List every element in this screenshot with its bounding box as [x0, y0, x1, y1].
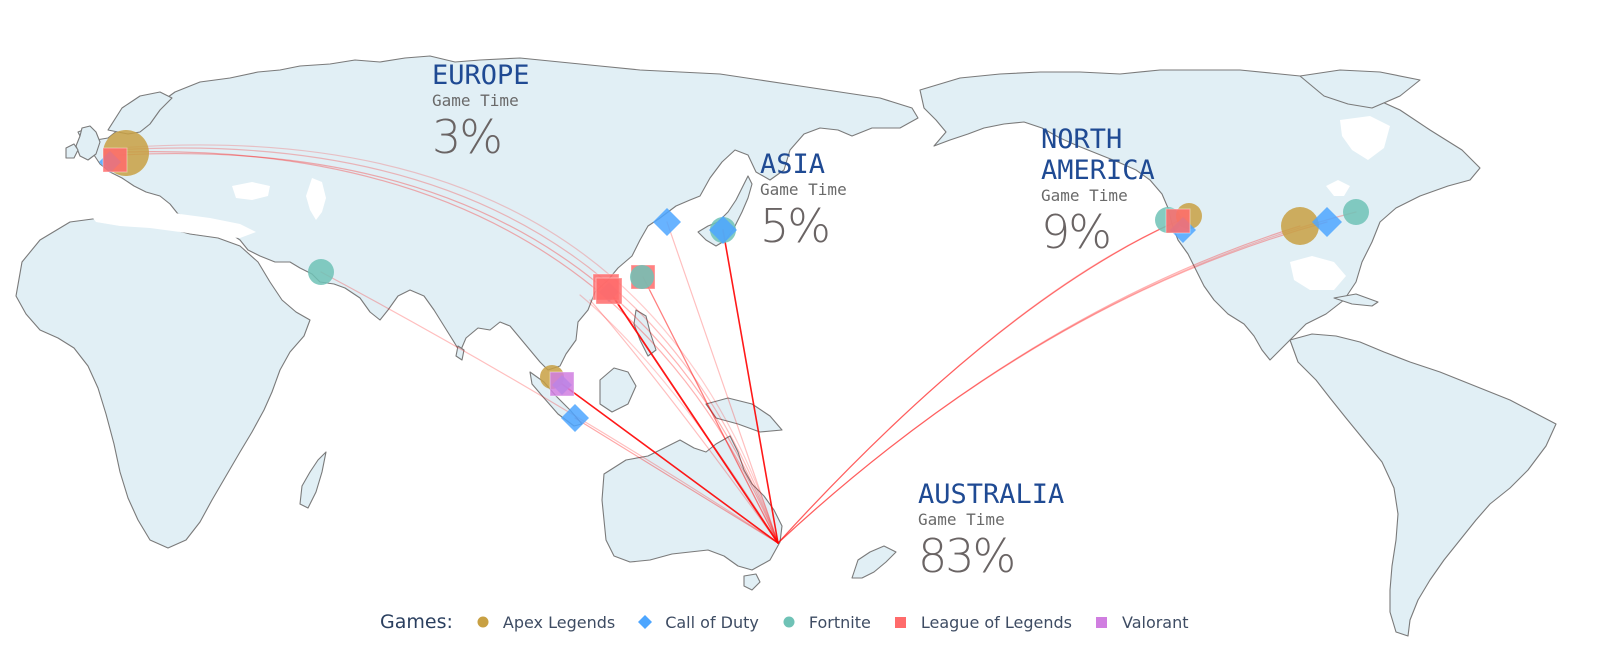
route-london-2 — [119, 153, 779, 544]
route-jakarta — [574, 417, 779, 544]
marker-league-of-legends-london[interactable] — [102, 147, 128, 173]
legend-label: Apex Legends — [502, 612, 616, 632]
legend-item-league-of-legends[interactable]: League of Legends — [893, 613, 1072, 632]
marker-valorant-singapore[interactable] — [549, 371, 575, 397]
route-singapore — [561, 383, 779, 544]
region-subtitle: Game Time — [760, 180, 847, 199]
legend-label: Call of Duty — [665, 612, 759, 632]
marker-apex-legends-dallas[interactable] — [1281, 207, 1319, 245]
land-australia — [601, 435, 783, 571]
route-london-1 — [114, 147, 779, 544]
marker-fortnite-virginia[interactable] — [1343, 199, 1369, 225]
region-label-australia: AUSTRALIA Game Time 83% — [918, 479, 1064, 582]
region-value: 9% — [1041, 205, 1112, 259]
marker-fortnite-taiwan[interactable] — [630, 265, 654, 289]
marker-league-of-legends-los-angeles[interactable] — [1165, 208, 1191, 234]
region-subtitle: Game Time — [432, 91, 519, 110]
continents — [15, 55, 1557, 637]
region-name-line-2: AMERICA — [1041, 155, 1155, 186]
route-la-2 — [777, 223, 1171, 544]
land-africa — [15, 217, 311, 549]
region-subtitle: Game Time — [918, 510, 1005, 529]
legend-item-apex-legends[interactable]: Apex Legends — [475, 613, 615, 632]
legend-label: Valorant — [1121, 612, 1189, 632]
circle-icon — [781, 614, 797, 630]
land-uk — [75, 125, 101, 161]
route-seoul — [666, 221, 779, 544]
marker-call-of-duty-chicago[interactable] — [1312, 207, 1342, 237]
route-hk-arc-2 — [579, 294, 779, 544]
route-bahrain — [320, 271, 779, 544]
route-taiwan — [642, 276, 779, 544]
region-value: 83% — [918, 529, 1016, 583]
lake-gulf-mexico — [1290, 256, 1346, 290]
region-name: ASIA — [760, 149, 826, 180]
marker-call-of-duty-seoul[interactable] — [653, 208, 681, 236]
region-label-north-america: NORTH AMERICA Game Time 9% — [1041, 124, 1155, 258]
diamond-icon — [637, 614, 653, 630]
legend-item-fortnite[interactable]: Fortnite — [781, 613, 871, 632]
land-south-america — [1289, 333, 1557, 637]
region-name: AUSTRALIA — [918, 479, 1065, 510]
region-label-asia: ASIA Game Time 5% — [760, 149, 847, 252]
land-cuba — [1333, 293, 1379, 307]
route-la-1 — [777, 220, 1179, 544]
route-east-1 — [777, 225, 1301, 544]
land-borneo — [599, 367, 637, 413]
marker-call-of-duty-tokyo[interactable] — [709, 216, 737, 244]
lake-hudson-bay — [1340, 116, 1390, 160]
square-icon — [1094, 614, 1110, 630]
route-london-4 — [117, 144, 779, 544]
region-value: 3% — [432, 110, 503, 164]
land-ireland — [65, 143, 79, 159]
route-tokyo — [722, 229, 779, 544]
lake-great-lakes — [1326, 180, 1350, 196]
region-name: EUROPE — [432, 60, 530, 91]
land-sri-lanka — [455, 345, 465, 361]
land-madagascar — [299, 451, 327, 509]
lake-caspian — [306, 178, 326, 220]
land-new-guinea — [705, 397, 783, 433]
region-label-europe: EUROPE Game Time 3% — [432, 60, 530, 163]
region-value: 5% — [760, 199, 831, 253]
square-icon — [893, 614, 909, 630]
route-la-3 — [777, 217, 1186, 544]
circle-icon — [475, 614, 491, 630]
route-hongkong-1 — [607, 288, 779, 544]
game-markers — [99, 130, 1369, 432]
marker-league-of-legends-hong-kong[interactable] — [595, 277, 623, 305]
legend-label: Fortnite — [808, 612, 871, 632]
routes — [114, 144, 1357, 544]
route-east-2 — [777, 221, 1328, 544]
land-tasmania — [743, 573, 761, 591]
lake-black-sea — [232, 182, 270, 200]
marker-call-of-duty-jakarta[interactable] — [561, 404, 589, 432]
legend-title: Games: — [380, 611, 453, 633]
land-new-zealand — [851, 545, 897, 579]
route-hk-arc-1 — [589, 299, 779, 544]
legend-item-valorant[interactable]: Valorant — [1094, 613, 1189, 632]
legend-label: League of Legends — [920, 612, 1072, 632]
land-greenland — [1299, 69, 1421, 109]
marker-fortnite-bahrain[interactable] — [308, 259, 334, 285]
land-philippines — [633, 309, 657, 357]
route-east-3 — [777, 211, 1357, 544]
region-subtitle: Game Time — [1041, 186, 1128, 205]
legend-item-call-of-duty[interactable]: Call of Duty — [637, 613, 759, 632]
lake-mediterranean — [90, 204, 256, 238]
land-eurasia — [77, 55, 919, 371]
region-name-line-1: NORTH — [1041, 124, 1123, 155]
legend: Games: Apex Legends Call of Duty Fortnit… — [380, 610, 1211, 634]
